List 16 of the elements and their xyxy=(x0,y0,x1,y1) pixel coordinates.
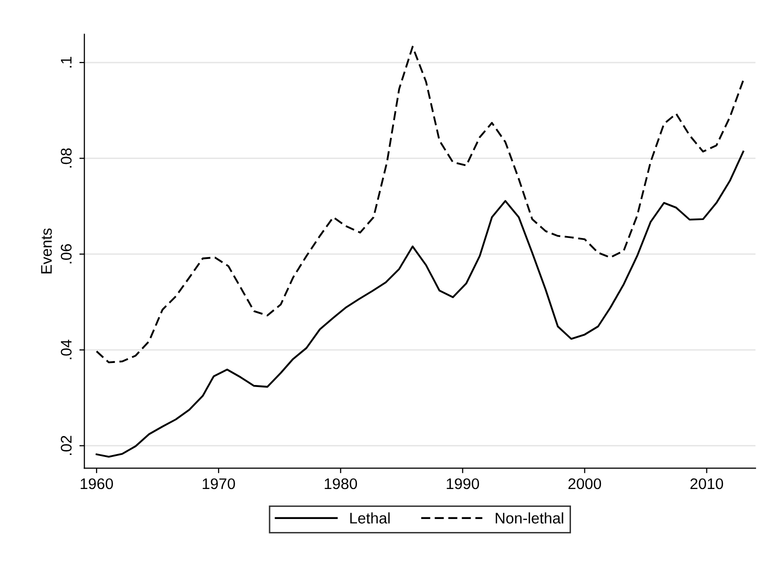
line-series xyxy=(96,46,744,364)
legend-label: Lethal xyxy=(350,512,390,524)
x-tick-label: 1960 xyxy=(80,478,113,490)
y-tick-label: .06 xyxy=(60,244,72,264)
line-series xyxy=(96,150,744,458)
y-tick-label: .02 xyxy=(60,436,72,455)
y-tick-label: .04 xyxy=(60,340,72,360)
y-tick-label: .08 xyxy=(60,148,72,168)
y-axis-title: Events xyxy=(41,228,52,274)
y-tick-label: .1 xyxy=(60,56,72,68)
x-tick-label: 1990 xyxy=(446,478,480,490)
legend-label: Non-lethal xyxy=(496,512,564,524)
x-tick-label: 1970 xyxy=(202,478,235,490)
x-tick-label: 2000 xyxy=(568,478,602,490)
x-tick-label: 2010 xyxy=(690,478,724,490)
x-tick-label: 1980 xyxy=(324,478,358,490)
